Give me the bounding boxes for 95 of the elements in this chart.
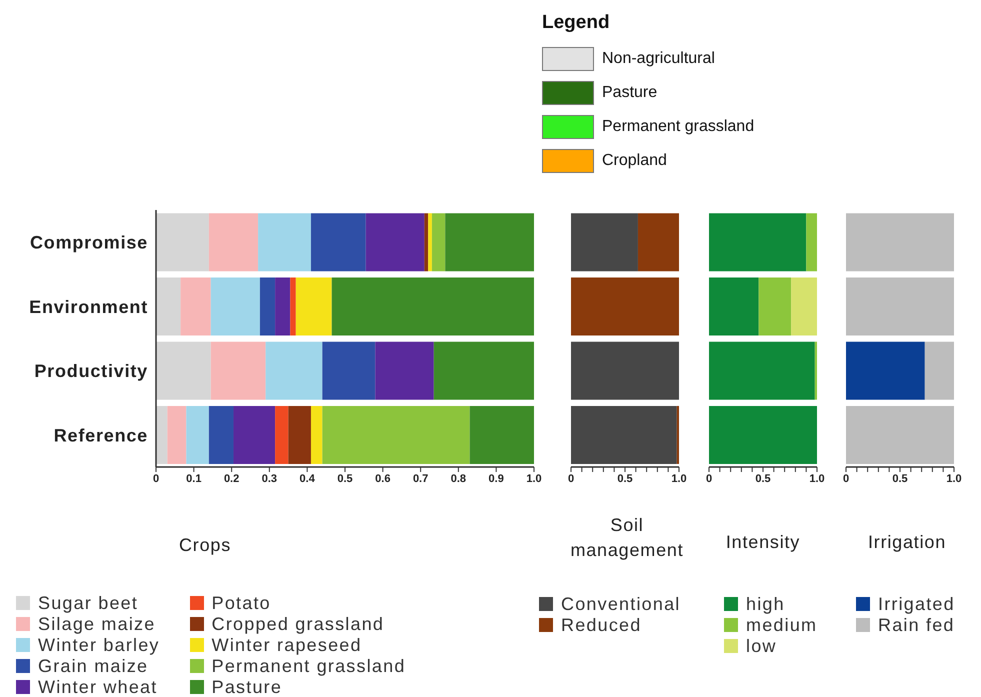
x-tick-label: 0 bbox=[568, 472, 574, 485]
legend-label: Winter wheat bbox=[38, 676, 158, 696]
bar bbox=[332, 277, 534, 336]
bar bbox=[709, 406, 817, 464]
x-tick-label: 0.5 bbox=[892, 472, 908, 485]
y-tick-label: Reference bbox=[54, 425, 148, 446]
bar bbox=[288, 406, 311, 464]
y-tick-label: Environment bbox=[29, 296, 148, 317]
bar bbox=[208, 213, 258, 272]
bar bbox=[258, 213, 311, 272]
legend-label: high bbox=[746, 594, 785, 614]
bar bbox=[571, 342, 679, 400]
bar bbox=[434, 342, 534, 400]
x-tick-label: 1.0 bbox=[526, 472, 542, 485]
bar bbox=[266, 342, 322, 400]
legend-label: Grain maize bbox=[38, 656, 148, 676]
legend-label: Silage maize bbox=[38, 614, 156, 634]
bar bbox=[210, 342, 266, 400]
legend-title: Legend bbox=[542, 12, 611, 34]
bar bbox=[156, 406, 168, 464]
bar bbox=[310, 213, 366, 272]
legend-label: Irrigated bbox=[878, 594, 955, 614]
x-tick-label: 0.5 bbox=[755, 472, 771, 485]
x-tick-label: 0 bbox=[706, 472, 712, 485]
legend-label: Conventional bbox=[561, 594, 680, 614]
bar bbox=[445, 213, 534, 272]
bar bbox=[156, 277, 181, 336]
legend-label: Rain fed bbox=[878, 614, 955, 634]
legend-label: Permanent grassland bbox=[212, 656, 406, 676]
x-tick-label: 1.0 bbox=[809, 472, 825, 485]
x-tick-label: 0.5 bbox=[337, 472, 353, 485]
bar bbox=[758, 277, 792, 336]
bar bbox=[208, 406, 234, 464]
x-axis-title: Intensity bbox=[724, 531, 802, 554]
bar bbox=[322, 406, 470, 464]
bar bbox=[791, 277, 817, 336]
bar bbox=[424, 213, 428, 272]
x-tick-label: 0 bbox=[152, 472, 160, 485]
legend-label: Sugar beet bbox=[38, 592, 138, 612]
x-tick-label: 0.4 bbox=[300, 472, 316, 485]
x-tick-label: 0.2 bbox=[224, 472, 240, 485]
legend-label: Cropped grassland bbox=[212, 614, 384, 634]
legend-label: Non-agricultural bbox=[602, 50, 715, 68]
bar bbox=[470, 406, 534, 464]
x-tick-label: 0 bbox=[842, 472, 850, 485]
bar bbox=[310, 406, 322, 464]
bar bbox=[428, 213, 432, 272]
legend-label: Pasture bbox=[602, 84, 658, 102]
x-axis-title: Soil management bbox=[569, 514, 685, 562]
x-axis-title: Crops bbox=[178, 534, 232, 557]
bar bbox=[375, 342, 434, 400]
legend-label: Winter barley bbox=[38, 634, 160, 654]
bar bbox=[571, 277, 679, 336]
legend-label: medium bbox=[746, 614, 818, 634]
bar bbox=[260, 277, 276, 336]
legend-label: Reduced bbox=[561, 614, 642, 634]
legend-label: Pasture bbox=[212, 676, 282, 696]
bar bbox=[275, 406, 288, 464]
x-tick-label: 0.7 bbox=[412, 472, 428, 485]
bar bbox=[156, 342, 211, 400]
x-tick-label: 0.5 bbox=[617, 472, 633, 485]
x-axis-title: Irrigation bbox=[866, 531, 948, 554]
bar bbox=[709, 213, 806, 272]
bar bbox=[210, 277, 260, 336]
legend-label: Cropland bbox=[602, 152, 667, 170]
x-tick-label: 0.8 bbox=[450, 472, 466, 485]
x-tick-label: 0.9 bbox=[488, 472, 504, 485]
x-tick-label: 1.0 bbox=[671, 472, 687, 485]
bar bbox=[290, 277, 296, 336]
bar bbox=[296, 277, 332, 336]
y-tick-label: Compromise bbox=[30, 232, 148, 253]
bar bbox=[571, 406, 677, 464]
bar bbox=[233, 406, 276, 464]
bar bbox=[322, 342, 376, 400]
bar bbox=[432, 213, 446, 272]
legend-label: Potato bbox=[212, 592, 271, 612]
bar bbox=[709, 277, 759, 336]
bar bbox=[186, 406, 209, 464]
bar bbox=[571, 213, 638, 272]
y-tick-label: Productivity bbox=[34, 361, 148, 382]
bar bbox=[806, 213, 817, 272]
legend-label: low bbox=[746, 636, 777, 656]
x-tick-label: 0.6 bbox=[375, 472, 390, 485]
bar bbox=[638, 213, 679, 272]
legend-label: Winter rapeseed bbox=[212, 634, 362, 654]
bar bbox=[167, 406, 186, 464]
bar bbox=[180, 277, 211, 336]
x-tick-label: 1.0 bbox=[946, 472, 962, 485]
bar bbox=[366, 213, 424, 272]
bar bbox=[156, 213, 209, 272]
x-tick-label: 0.3 bbox=[262, 472, 278, 485]
legend-label: Permanent grassland bbox=[602, 118, 754, 136]
bar bbox=[709, 342, 815, 400]
x-tick-label: 0.1 bbox=[186, 472, 202, 485]
bar bbox=[275, 277, 290, 336]
